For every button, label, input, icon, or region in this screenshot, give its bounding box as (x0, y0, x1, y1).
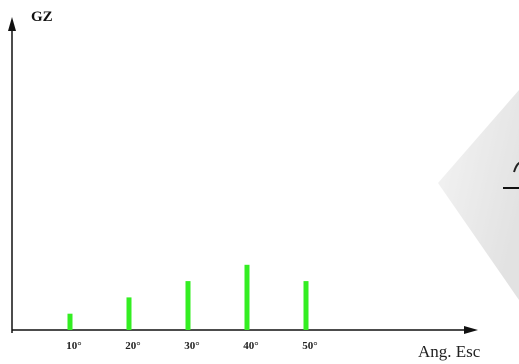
y-axis-arrow (8, 17, 16, 31)
bar-20 (126, 297, 132, 330)
x-tick-label: 20° (125, 340, 140, 352)
background-graphic (438, 90, 519, 300)
x-tick-label: 30° (184, 340, 199, 352)
bar-40 (244, 264, 250, 330)
bar-50 (303, 281, 309, 330)
x-axis-label: Ang. Esc (418, 342, 481, 361)
x-tick-label: 40° (243, 340, 258, 352)
y-axis-label: GZ (31, 9, 53, 25)
x-axis-arrow (464, 326, 478, 334)
bar-30 (185, 281, 191, 330)
bar-10 (67, 313, 73, 330)
x-tick-label: 50° (302, 340, 317, 352)
x-tick-label: 10° (66, 340, 81, 352)
